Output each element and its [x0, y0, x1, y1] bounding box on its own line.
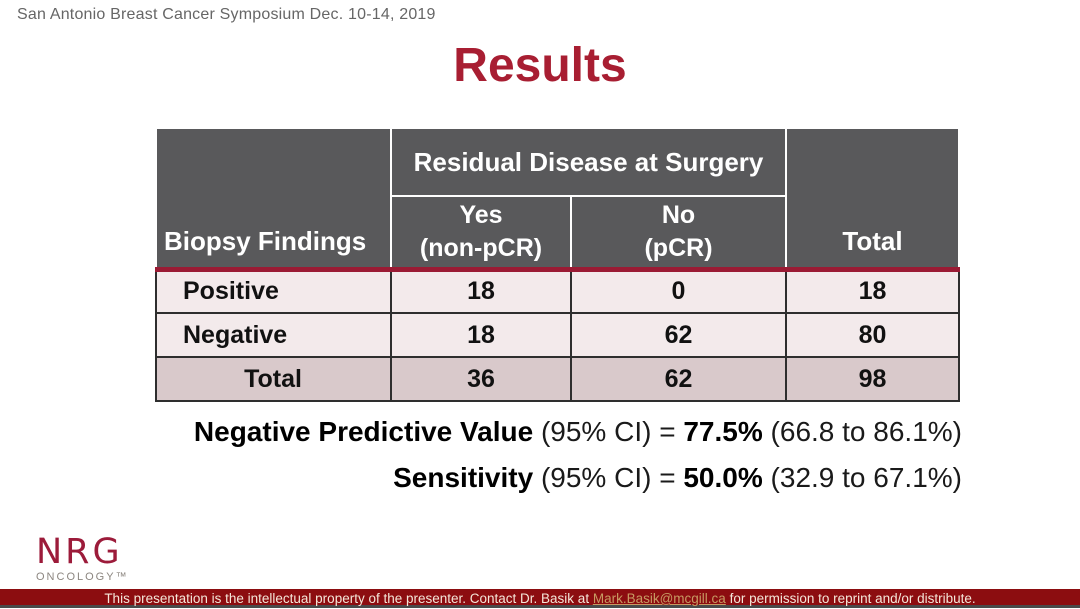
table-header: Biopsy Findings Residual Disease at Surg… — [155, 127, 960, 270]
row-label-cell: Negative — [155, 312, 392, 358]
total-value-cell: 18 — [785, 266, 960, 314]
statistics-block: Negative Predictive Value (95% CI) = 77.… — [0, 413, 962, 505]
sensitivity-ci-range: (32.9 to 67.1%) — [762, 462, 962, 494]
row-label-cell: Positive — [155, 266, 392, 314]
group-header-cell: Residual Disease at Surgery — [390, 127, 787, 197]
sensitivity-value: 50.0% — [683, 462, 763, 494]
yes-value-cell: 18 — [390, 266, 572, 314]
no-value-cell: 62 — [570, 356, 787, 402]
yes-value-cell: 18 — [390, 312, 572, 358]
no-value-cell: 0 — [570, 266, 787, 314]
sensitivity-ci-prefix: (95% CI) = — [533, 462, 684, 494]
footer-text-after: for permission to reprint and/or distrib… — [725, 591, 976, 606]
yes-subheader-cell: Yes (non-pCR) — [390, 195, 572, 270]
npv-line: Negative Predictive Value (95% CI) = 77.… — [0, 413, 962, 450]
nrg-logo-subtitle: ONCOLOGY™ — [36, 571, 129, 583]
npv-ci-range: (66.8 to 86.1%) — [762, 416, 962, 447]
npv-label: Negative Predictive Value — [193, 416, 534, 447]
total-value-cell: 80 — [785, 312, 960, 358]
footer-email-link[interactable]: Mark.Basik@mcgill.ca — [592, 591, 726, 606]
conference-header: San Antonio Breast Cancer Symposium Dec.… — [17, 6, 436, 23]
row-header-cell: Biopsy Findings — [155, 127, 392, 270]
yes-value-cell: 36 — [390, 356, 572, 402]
table-row-total: Total 36 62 98 — [155, 356, 960, 402]
nrg-oncology-logo: NRG ONCOLOGY™ — [36, 535, 129, 583]
footer-text-before: This presentation is the intellectual pr… — [104, 591, 593, 606]
sensitivity-line: Sensitivity (95% CI) = 50.0% (32.9 to 67… — [0, 459, 962, 496]
results-table: Biopsy Findings Residual Disease at Surg… — [155, 127, 960, 402]
total-value-cell: 98 — [785, 356, 960, 402]
npv-ci-prefix: (95% CI) = — [533, 416, 684, 447]
slide-title: Results — [453, 39, 627, 92]
table-row-positive: Positive 18 0 18 — [155, 266, 960, 314]
nrg-logo-text: NRG — [36, 532, 123, 572]
row-label-cell: Total — [155, 356, 392, 402]
no-value-cell: 62 — [570, 312, 787, 358]
npv-value: 77.5% — [683, 416, 763, 447]
table-row-negative: Negative 18 62 80 — [155, 312, 960, 358]
total-header-cell: Total — [785, 127, 960, 270]
no-subheader-cell: No (pCR) — [570, 195, 787, 270]
sensitivity-label: Sensitivity — [393, 462, 534, 494]
footer-bar: This presentation is the intellectual pr… — [0, 589, 1080, 608]
